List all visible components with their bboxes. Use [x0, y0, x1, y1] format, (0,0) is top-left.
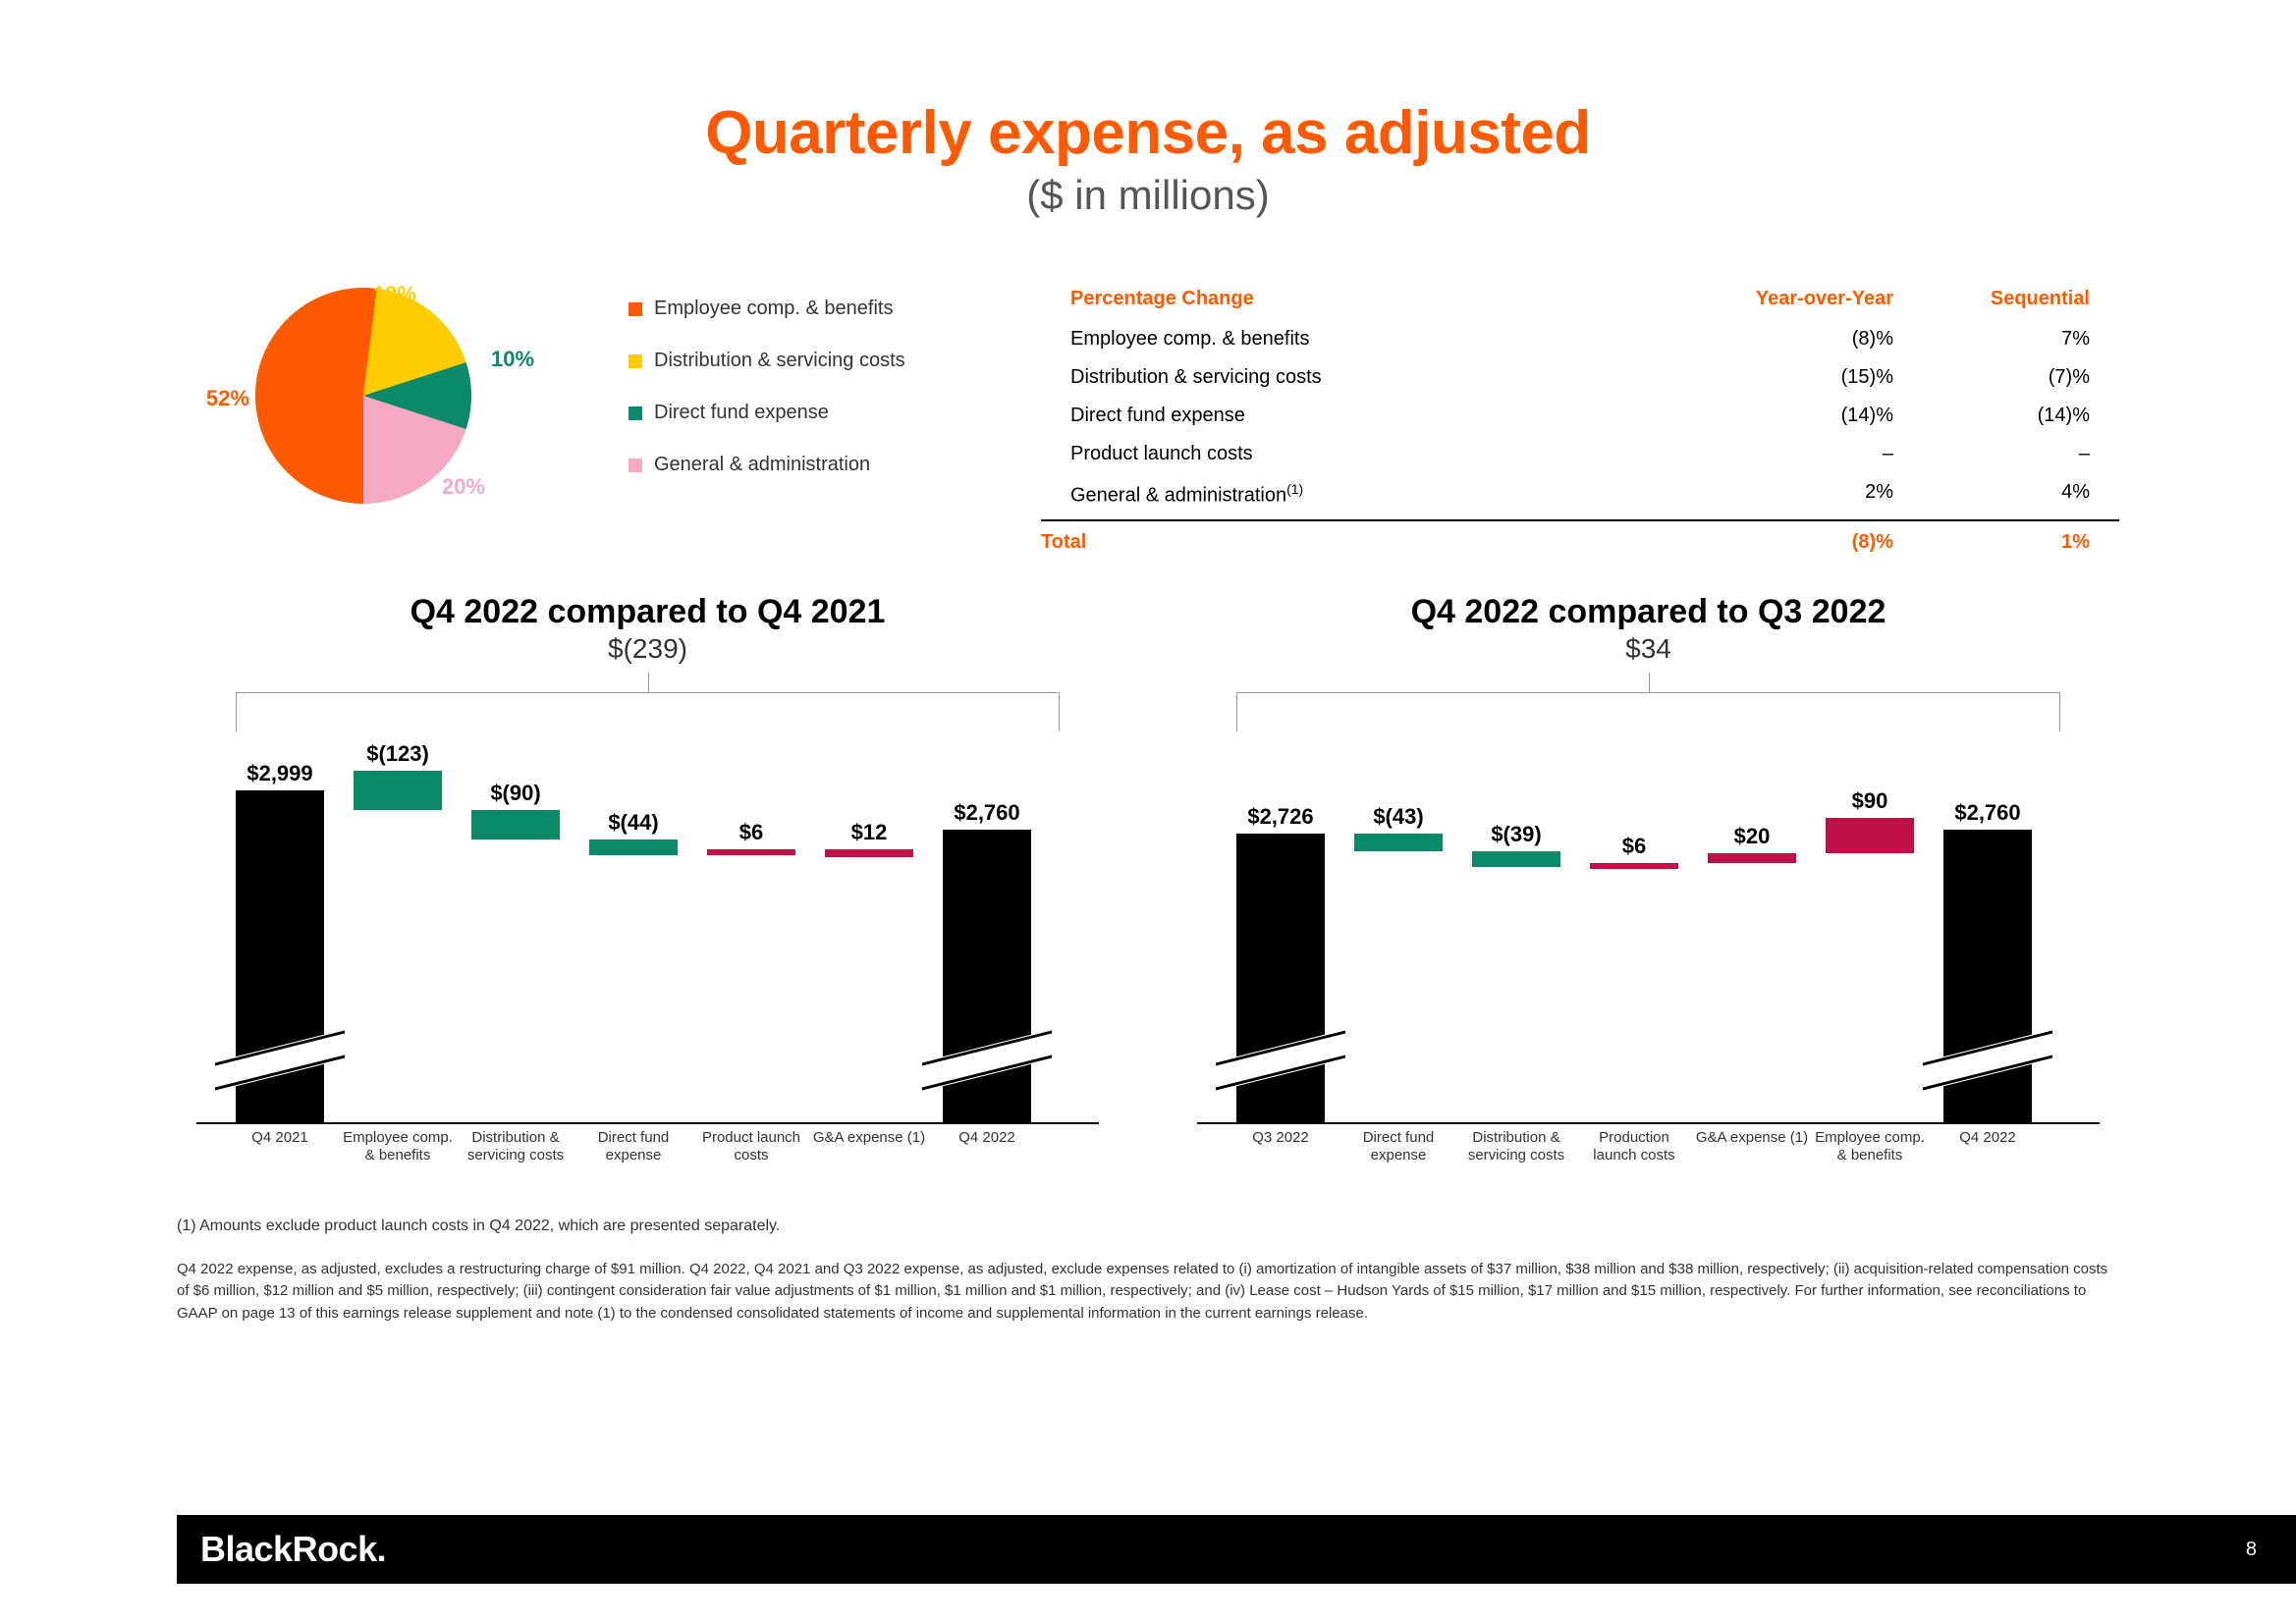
pie-slice-label: 10% — [491, 347, 534, 372]
pct-row-name: Direct fund expense — [1041, 405, 1726, 427]
waterfall-yoy: Q4 2022 compared to Q4 2021 $(239) $2,99… — [177, 593, 1119, 1163]
pct-row-yoy: 2% — [1726, 481, 1923, 508]
pct-row-name: Distribution & servicing costs — [1041, 366, 1726, 389]
bar-value-label: $2,760 — [928, 800, 1046, 826]
bar-value-label: $6 — [692, 820, 810, 845]
percentage-change-table: Percentage Change Year-over-Year Sequent… — [1041, 288, 2119, 554]
footnote: (1) Amounts exclude product launch costs… — [177, 1217, 2119, 1235]
pct-row: Distribution & servicing costs(15)%(7)% — [1041, 358, 2119, 397]
bar-value-label: $2,999 — [221, 761, 339, 786]
waterfall-delta-bar — [825, 849, 913, 857]
bar-value-label: $2,760 — [1929, 800, 2047, 826]
legend-label: Employee comp. & benefits — [654, 298, 893, 320]
pct-total-yoy: (8)% — [1726, 531, 1923, 554]
legend-swatch — [629, 302, 642, 316]
bracket-right — [1236, 673, 2060, 731]
legend-swatch — [629, 406, 642, 420]
pct-row-seq: 4% — [1923, 481, 2119, 508]
waterfall-yoy-title: Q4 2022 compared to Q4 2021 — [177, 593, 1119, 631]
pie-chart: 52%18%10%20% — [177, 288, 589, 554]
legend-item: General & administration — [629, 454, 1002, 476]
bar-category-label: Distribution & servicing costs — [1457, 1129, 1575, 1164]
bar-value-label: $(44) — [574, 810, 692, 836]
pct-row: Employee comp. & benefits(8)%7% — [1041, 320, 2119, 358]
bar-category-label: Direct fund expense — [574, 1129, 692, 1164]
pct-row: Direct fund expense(14)%(14)% — [1041, 397, 2119, 435]
page-number: 8 — [2246, 1539, 2257, 1561]
waterfall-delta-bar — [1354, 834, 1443, 851]
brand-logo: BlackRock. — [200, 1529, 386, 1570]
pct-header-seq: Sequential — [1923, 288, 2119, 310]
waterfall-seq-title: Q4 2022 compared to Q3 2022 — [1177, 593, 2119, 631]
pct-row: Product launch costs–– — [1041, 435, 2119, 473]
disclaimer: Q4 2022 expense, as adjusted, excludes a… — [177, 1259, 2119, 1325]
pct-header-yoy: Year-over-Year — [1726, 288, 1923, 310]
pct-row-yoy: – — [1726, 443, 1923, 465]
waterfall-delta-bar — [1708, 853, 1796, 863]
bar-category-label: Product launch costs — [692, 1129, 810, 1164]
bar-category-label: Employee comp. & benefits — [339, 1129, 457, 1164]
bar-category-label: Distribution & servicing costs — [457, 1129, 574, 1164]
bar-value-label: $20 — [1693, 824, 1811, 849]
waterfall-delta-bar — [354, 771, 442, 810]
pct-row-seq: (14)% — [1923, 405, 2119, 427]
pct-row-yoy: (14)% — [1726, 405, 1923, 427]
waterfall-delta-bar — [1590, 863, 1678, 869]
legend-label: General & administration — [654, 454, 870, 476]
pie-graphic — [255, 288, 471, 504]
pct-total-seq: 1% — [1923, 531, 2119, 554]
footer-bar: BlackRock. 8 — [177, 1515, 2296, 1584]
waterfall-seq: Q4 2022 compared to Q3 2022 $34 $2,726 Q3… — [1177, 593, 2119, 1163]
pct-row-seq: – — [1923, 443, 2119, 465]
pct-row-name: General & administration(1) — [1041, 481, 1726, 508]
pct-total-label: Total — [1041, 531, 1726, 554]
legend-label: Distribution & servicing costs — [654, 350, 905, 372]
bar-category-label: Q4 2022 — [1929, 1129, 2047, 1147]
page-subtitle: ($ in millions) — [177, 172, 2119, 219]
bar-value-label: $90 — [1811, 788, 1929, 814]
bar-category-label: G&A expense (1) — [810, 1129, 928, 1147]
waterfall-delta-bar — [1826, 818, 1914, 853]
pct-row-name: Product launch costs — [1041, 443, 1726, 465]
waterfall-delta-bar — [1472, 851, 1560, 867]
pct-row: General & administration(1)2%4% — [1041, 473, 2119, 515]
bar-category-label: Direct fund expense — [1339, 1129, 1457, 1164]
bracket-left — [236, 673, 1060, 731]
bar-category-label: Q4 2021 — [221, 1129, 339, 1147]
pct-row-seq: 7% — [1923, 328, 2119, 351]
pie-legend: Employee comp. & benefits Distribution & … — [629, 288, 1002, 554]
bar-value-label: $(39) — [1457, 822, 1575, 847]
bar-value-label: $2,726 — [1222, 804, 1339, 830]
waterfall-seq-subtitle: $34 — [1177, 633, 2119, 665]
bar-value-label: $(90) — [457, 781, 574, 806]
bar-value-label: $(43) — [1339, 804, 1457, 830]
bar-value-label: $12 — [810, 820, 928, 845]
pct-row-yoy: (15)% — [1726, 366, 1923, 389]
legend-item: Direct fund expense — [629, 402, 1002, 424]
waterfall-delta-bar — [471, 810, 560, 839]
pie-slice-label: 18% — [373, 282, 416, 307]
bar-category-label: G&A expense (1) — [1693, 1129, 1811, 1147]
pie-slice-label: 52% — [206, 386, 249, 411]
waterfall-delta-bar — [589, 839, 678, 855]
pct-row-yoy: (8)% — [1726, 328, 1923, 351]
legend-swatch — [629, 459, 642, 472]
page-title: Quarterly expense, as adjusted — [177, 98, 2119, 168]
bar-category-label: Q3 2022 — [1222, 1129, 1339, 1147]
waterfall-delta-bar — [707, 849, 795, 855]
pct-row-name: Employee comp. & benefits — [1041, 328, 1726, 351]
waterfall-yoy-subtitle: $(239) — [177, 633, 1119, 665]
legend-swatch — [629, 354, 642, 368]
bar-value-label: $6 — [1575, 834, 1693, 859]
legend-item: Employee comp. & benefits — [629, 298, 1002, 320]
bar-category-label: Production launch costs — [1575, 1129, 1693, 1164]
bar-category-label: Employee comp. & benefits — [1811, 1129, 1929, 1164]
pct-header-label: Percentage Change — [1041, 288, 1726, 310]
bar-category-label: Q4 2022 — [928, 1129, 1046, 1147]
legend-item: Distribution & servicing costs — [629, 350, 1002, 372]
bar-value-label: $(123) — [339, 741, 457, 767]
legend-label: Direct fund expense — [654, 402, 829, 424]
pie-slice-label: 20% — [442, 474, 485, 500]
pct-row-seq: (7)% — [1923, 366, 2119, 389]
